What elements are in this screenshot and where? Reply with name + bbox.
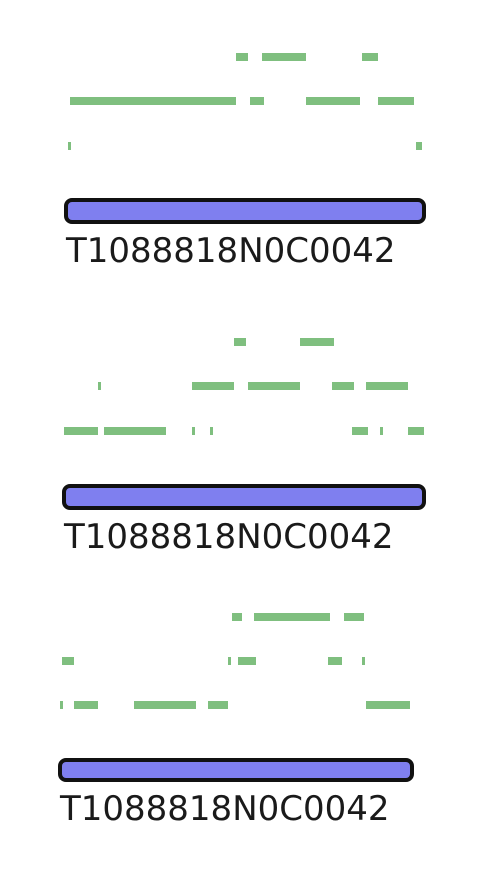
feature-segment xyxy=(306,97,360,105)
feature-segment xyxy=(104,427,166,435)
feature-segment xyxy=(332,382,354,390)
feature-segment xyxy=(60,701,63,709)
feature-segment xyxy=(192,427,195,435)
track-3-features xyxy=(60,613,410,709)
feature-segment xyxy=(62,657,74,665)
track-1-features xyxy=(68,53,422,150)
feature-segment xyxy=(234,338,246,346)
feature-segment xyxy=(68,142,71,150)
feature-segment xyxy=(98,382,101,390)
feature-segment xyxy=(408,427,424,435)
sequence-label: T1088818N0C0042 xyxy=(59,789,390,829)
feature-segment xyxy=(366,382,408,390)
feature-segment xyxy=(64,427,98,435)
feature-segment xyxy=(254,613,330,621)
feature-segment xyxy=(250,97,264,105)
feature-segment xyxy=(344,613,364,621)
feature-segment xyxy=(74,701,98,709)
sequence-bar xyxy=(64,198,426,224)
feature-segment xyxy=(300,338,334,346)
feature-segment xyxy=(134,701,196,709)
feature-segment xyxy=(362,657,365,665)
feature-segment xyxy=(232,613,242,621)
feature-segment xyxy=(380,427,383,435)
feature-segment xyxy=(416,142,422,150)
feature-segment xyxy=(192,382,234,390)
feature-segment xyxy=(210,427,213,435)
feature-segment xyxy=(366,701,410,709)
feature-segment xyxy=(248,382,300,390)
feature-segment xyxy=(352,427,368,435)
feature-segment xyxy=(378,97,414,105)
sequence-bar xyxy=(58,758,414,782)
sequence-label: T1088818N0C0042 xyxy=(63,517,394,557)
feature-segment xyxy=(228,657,231,665)
feature-segment xyxy=(208,701,228,709)
sequence-label: T1088818N0C0042 xyxy=(65,231,396,271)
track-1: T1088818N0C0042 xyxy=(64,53,426,271)
track-3: T1088818N0C0042 xyxy=(58,613,414,829)
feature-segment xyxy=(70,97,236,105)
feature-segment xyxy=(328,657,342,665)
feature-segment xyxy=(362,53,378,61)
feature-segment xyxy=(236,53,248,61)
feature-segment xyxy=(262,53,306,61)
sequence-bar xyxy=(62,484,426,510)
track-2-features xyxy=(64,338,424,435)
feature-segment xyxy=(238,657,256,665)
track-2: T1088818N0C0042 xyxy=(62,338,426,557)
